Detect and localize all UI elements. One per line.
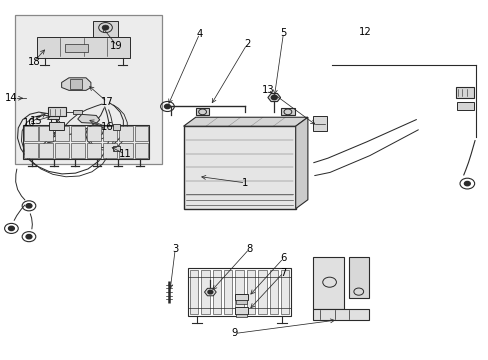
- Bar: [224, 270, 232, 315]
- Bar: [281, 108, 294, 116]
- Polygon shape: [78, 114, 100, 123]
- Bar: [71, 126, 85, 141]
- Circle shape: [271, 95, 277, 100]
- Bar: [113, 145, 120, 151]
- Text: 14: 14: [5, 93, 18, 103]
- Circle shape: [207, 290, 212, 294]
- Polygon shape: [61, 78, 91, 90]
- Polygon shape: [267, 94, 280, 102]
- Bar: [40, 126, 53, 141]
- Bar: [49, 122, 64, 130]
- Bar: [312, 116, 327, 131]
- Bar: [119, 126, 132, 141]
- Bar: [22, 125, 149, 159]
- Text: 1: 1: [242, 178, 248, 188]
- Bar: [183, 126, 295, 209]
- Circle shape: [164, 104, 170, 109]
- Bar: [73, 110, 81, 114]
- Bar: [37, 37, 130, 58]
- Text: 12: 12: [358, 27, 371, 37]
- Text: 17: 17: [101, 97, 113, 107]
- Bar: [455, 87, 473, 98]
- Circle shape: [464, 181, 469, 186]
- Bar: [55, 143, 69, 158]
- Bar: [40, 143, 53, 158]
- Text: 2: 2: [243, 40, 250, 49]
- Bar: [234, 307, 248, 314]
- Bar: [201, 270, 209, 315]
- Polygon shape: [183, 117, 307, 126]
- Circle shape: [102, 25, 109, 30]
- Bar: [312, 309, 368, 320]
- Text: 7: 7: [280, 267, 286, 278]
- Bar: [70, 79, 82, 89]
- Bar: [188, 268, 290, 316]
- Bar: [258, 270, 266, 315]
- Bar: [195, 108, 209, 116]
- Bar: [280, 270, 289, 315]
- Bar: [134, 143, 148, 158]
- Bar: [456, 102, 473, 110]
- Text: 5: 5: [280, 28, 286, 38]
- Bar: [87, 143, 101, 158]
- Circle shape: [8, 226, 14, 230]
- Bar: [15, 15, 161, 164]
- Polygon shape: [204, 288, 216, 296]
- Text: 10: 10: [22, 118, 35, 128]
- Text: 16: 16: [101, 122, 113, 132]
- Bar: [87, 126, 101, 141]
- Bar: [113, 124, 120, 130]
- Bar: [102, 126, 117, 141]
- Text: 18: 18: [27, 57, 40, 67]
- Polygon shape: [295, 117, 307, 209]
- Bar: [102, 143, 117, 158]
- Bar: [65, 44, 88, 51]
- Text: 15: 15: [29, 116, 42, 126]
- Text: 8: 8: [246, 244, 252, 254]
- Bar: [348, 257, 368, 298]
- Bar: [246, 270, 255, 315]
- Text: 11: 11: [119, 149, 131, 159]
- Bar: [269, 270, 277, 315]
- Bar: [71, 143, 85, 158]
- Circle shape: [26, 204, 32, 208]
- Text: 13: 13: [261, 85, 274, 95]
- Bar: [236, 314, 246, 317]
- Bar: [236, 300, 246, 303]
- Bar: [55, 126, 69, 141]
- Text: 19: 19: [110, 41, 123, 50]
- Text: 6: 6: [280, 253, 286, 263]
- Bar: [134, 126, 148, 141]
- Text: 4: 4: [196, 29, 203, 39]
- Circle shape: [26, 234, 32, 239]
- Bar: [93, 22, 118, 37]
- Bar: [23, 143, 38, 158]
- Bar: [212, 270, 221, 315]
- Bar: [119, 143, 132, 158]
- Text: 3: 3: [172, 244, 178, 254]
- Bar: [48, 112, 59, 119]
- Bar: [234, 293, 248, 300]
- Bar: [312, 257, 343, 309]
- Text: 9: 9: [231, 328, 238, 338]
- Bar: [48, 107, 65, 116]
- Bar: [235, 270, 244, 315]
- Bar: [23, 126, 38, 141]
- Bar: [189, 270, 198, 315]
